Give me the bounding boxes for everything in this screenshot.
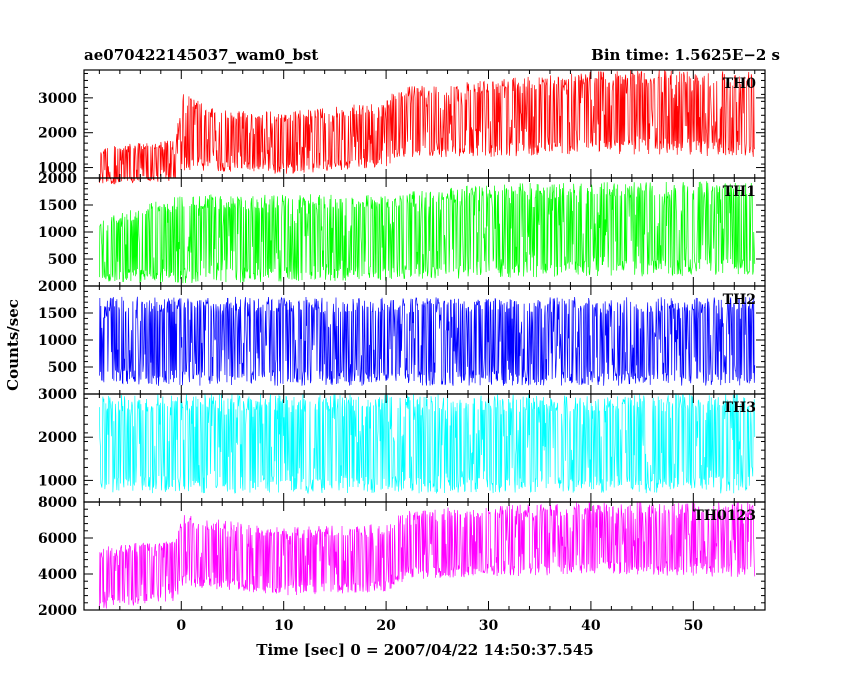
y-axis-label: Counts/sec (4, 299, 22, 391)
series-th1 (99, 181, 756, 284)
y-tick-label: 2000 (38, 279, 77, 295)
panel-name-label: TH2 (723, 292, 756, 308)
panel-th2: 500 1000 1500 2000 TH2 (38, 279, 766, 395)
y-tick-label: 1000 (38, 473, 77, 489)
panels-group: 100020003000TH0500100015002000TH15001000… (38, 69, 766, 634)
panel-name-label: TH0 (723, 76, 757, 92)
series-th0 (99, 70, 756, 185)
panel-frame (83, 501, 766, 611)
y-tick-label: 2000 (38, 126, 77, 142)
y-tick-label: 2000 (38, 603, 77, 619)
y-tick-label: 1000 (38, 225, 77, 241)
panel-th1: 500 1000 1500 2000 TH1 (38, 171, 766, 287)
y-tick-label: 1000 (38, 333, 77, 349)
y-tick-label: 500 (48, 360, 77, 376)
y-tick-label: 2000 (38, 430, 77, 446)
x-tick-label: 30 (479, 618, 499, 634)
y-tick-label: 8000 (38, 495, 77, 511)
panel-th0123: 2000 4000 6000 8000 TH0123 0 10 20 30 40 50 (38, 495, 766, 634)
panel-name-label: TH0123 (693, 508, 756, 524)
x-tick-label: 50 (684, 618, 704, 634)
x-axis-label: Time [sec] 0 = 2007/04/22 14:50:37.545 (256, 641, 593, 659)
panel-name-label: TH1 (723, 184, 756, 200)
series-th0123 (99, 502, 756, 609)
y-tick-label: 1000 (38, 161, 77, 177)
plot-title: ae070422145037_wam0_bst (84, 46, 318, 64)
y-tick-label: 1500 (38, 198, 77, 214)
y-tick-label: 4000 (38, 567, 77, 583)
bin-time-label: Bin time: 1.5625E−2 s (591, 46, 780, 64)
y-tick-label: 6000 (38, 531, 77, 547)
x-tick-label: 40 (581, 618, 601, 634)
y-tick-label: 500 (48, 252, 77, 268)
y-tick-label: 2000 (38, 171, 77, 187)
panel-name-label: TH3 (723, 400, 756, 416)
y-tick-label: 3000 (38, 387, 77, 403)
series-th2 (99, 296, 756, 386)
y-tick-label: 3000 (38, 91, 77, 107)
x-tick-label: 10 (274, 618, 294, 634)
panel-th3: 1000 2000 3000 TH3 (38, 387, 766, 503)
x-tick-label: 0 (176, 618, 186, 634)
series-th3 (99, 392, 756, 495)
x-tick-label: 20 (376, 618, 396, 634)
y-tick-label: 1500 (38, 306, 77, 322)
